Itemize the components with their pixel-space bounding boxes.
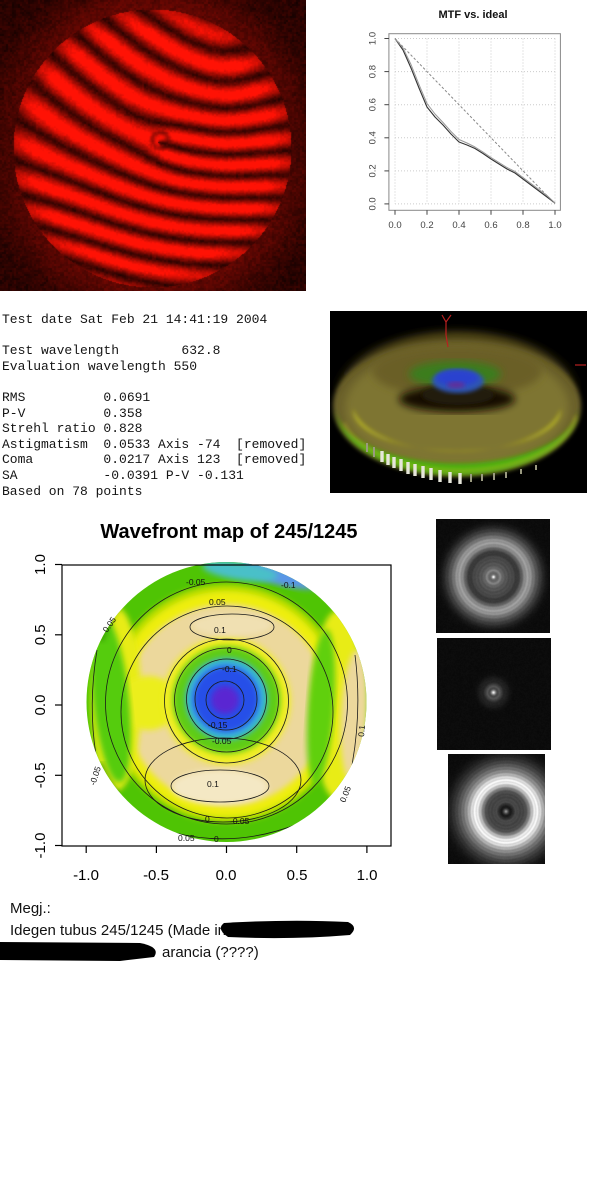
svg-text:0.0: 0.0 (216, 867, 237, 884)
svg-text:-0.5: -0.5 (32, 762, 49, 788)
svg-text:-1.0: -1.0 (32, 833, 49, 859)
svg-text:-0.05: -0.05 (186, 577, 206, 587)
svg-text:0.4: 0.4 (368, 131, 379, 144)
svg-text:0.2: 0.2 (368, 164, 379, 177)
svg-text:0.6: 0.6 (368, 98, 379, 111)
svg-text:0.1: 0.1 (214, 625, 226, 635)
svg-text:-0.5: -0.5 (143, 867, 169, 884)
svg-text:-0.15: -0.15 (208, 720, 228, 730)
svg-text:Wavefront map of 245/1245: Wavefront map of 245/1245 (100, 521, 357, 543)
svg-text:1.0: 1.0 (357, 867, 378, 884)
svg-text:-0.1: -0.1 (281, 580, 296, 590)
svg-text:-0.05: -0.05 (230, 816, 250, 826)
svg-text:0.0: 0.0 (368, 197, 379, 210)
svg-text:MTF vs. ideal: MTF vs. ideal (438, 9, 507, 21)
svg-text:0.6: 0.6 (484, 220, 497, 231)
svg-text:-0.1: -0.1 (222, 664, 237, 674)
svg-text:1.0: 1.0 (368, 32, 379, 45)
svg-text:1.0: 1.0 (32, 554, 49, 575)
svg-text:-0.05: -0.05 (87, 765, 103, 787)
svg-text:0.4: 0.4 (452, 220, 465, 231)
svg-text:0.1: 0.1 (207, 779, 219, 789)
svg-text:0.8: 0.8 (368, 65, 379, 78)
svg-text:0.2: 0.2 (420, 220, 433, 231)
svg-text:0.05: 0.05 (338, 784, 354, 803)
svg-text:0.0: 0.0 (32, 695, 49, 716)
svg-text:0.1: 0.1 (356, 724, 367, 737)
svg-text:0.8: 0.8 (516, 220, 529, 231)
svg-text:-0.05: -0.05 (212, 736, 232, 746)
svg-text:0.0: 0.0 (388, 220, 401, 231)
svg-text:0: 0 (214, 834, 219, 844)
svg-text:-1.0: -1.0 (73, 867, 99, 884)
svg-text:0.5: 0.5 (32, 624, 49, 645)
svg-text:0: 0 (205, 814, 210, 824)
svg-text:0: 0 (227, 645, 232, 655)
svg-text:1.0: 1.0 (548, 220, 561, 231)
svg-text:0.5: 0.5 (287, 867, 308, 884)
svg-text:0.05: 0.05 (178, 833, 195, 843)
svg-text:0.05: 0.05 (209, 597, 226, 607)
